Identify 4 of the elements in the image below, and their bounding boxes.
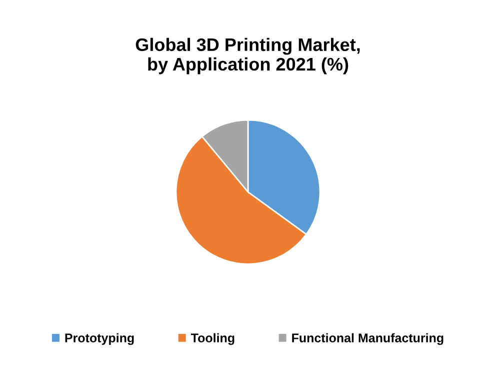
legend-label: Functional Manufacturing <box>292 333 444 345</box>
legend-label: Prototyping <box>65 333 134 345</box>
legend-label: Tooling <box>190 333 234 345</box>
chart-title: Global 3D Printing Market, by Application 2021 (%) <box>136 38 360 74</box>
